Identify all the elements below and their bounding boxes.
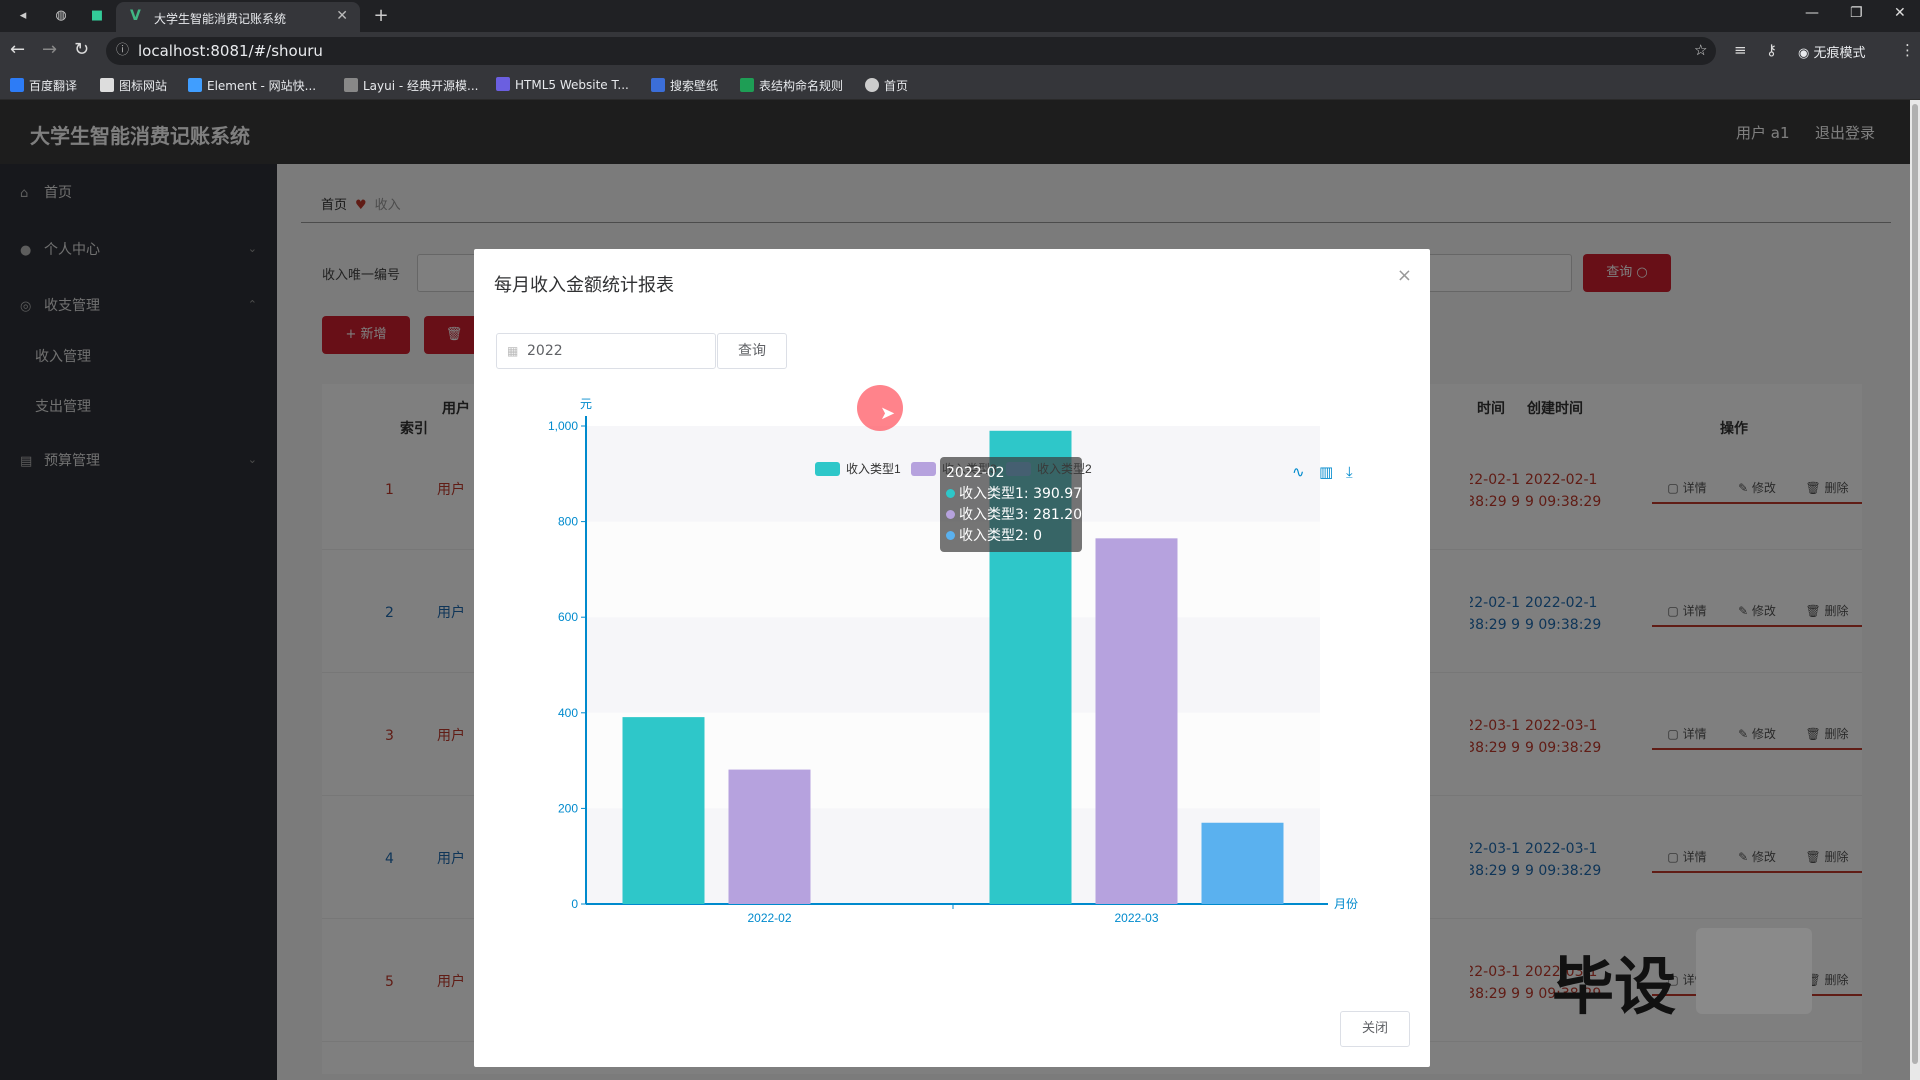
bookmark-item[interactable]: 搜索壁纸 (651, 77, 718, 94)
bar (728, 769, 811, 904)
y-tick-label: 800 (558, 515, 578, 529)
legend-swatch (911, 462, 936, 476)
x-axis-label: 月份 (1334, 897, 1358, 911)
bookmark-item[interactable]: Layui - 经典开源模... (344, 77, 478, 94)
url-text: localhost:8081/#/shouru (138, 42, 323, 60)
bookmark-item[interactable]: 图标网站 (100, 77, 167, 94)
new-tab-icon[interactable]: + (373, 5, 389, 26)
bookmark-item[interactable]: 表结构命名规则 (740, 77, 843, 94)
bookmark-item[interactable]: 首页 (865, 77, 908, 94)
bookmark-label: 表结构命名规则 (759, 79, 844, 93)
year-value: 2022 (527, 343, 563, 359)
translate-icon (10, 78, 24, 92)
watermark-blur (1696, 928, 1812, 1014)
reload-icon[interactable]: ↻ (74, 39, 90, 60)
url-field[interactable]: ⓘ localhost:8081/#/shouru (106, 37, 1716, 65)
line-chart-icon[interactable]: ∿ (1292, 463, 1305, 481)
bar (622, 717, 705, 904)
x-tick-label: 2022-02 (747, 911, 791, 925)
globe-icon (865, 78, 879, 92)
sheet-icon (740, 78, 754, 92)
calendar-icon: ▦ (507, 344, 519, 358)
chart-tooltip: 2022-02 收入类型1: 390.97 收入类型3: 281.20 收入类型… (940, 457, 1082, 552)
bar (1201, 822, 1284, 904)
bar-chart-icon[interactable]: ▥ (1319, 463, 1333, 481)
incognito-indicator[interactable]: ◉ 无痕模式 (1798, 42, 1866, 61)
tooltip-text: 收入类型1: 390.97 (959, 486, 1083, 502)
back-icon[interactable]: ← (10, 39, 26, 60)
bookmark-label: HTML5 Website T... (515, 78, 629, 92)
media-icon[interactable]: ◂ (19, 8, 27, 23)
close-button[interactable]: 关闭 (1340, 1011, 1410, 1047)
forward-icon[interactable]: → (42, 39, 58, 60)
bar (1095, 538, 1178, 904)
bookmark-label: 百度翻译 (29, 79, 78, 93)
bookmark-label: Layui - 经典开源模... (363, 79, 479, 93)
dialog-title: 每月收入金额统计报表 (494, 275, 674, 296)
bookmark-label: 图标网站 (119, 79, 168, 93)
split-area (586, 808, 1320, 904)
download-icon[interactable]: ⤓ (1346, 463, 1353, 481)
sheet-tab-icon[interactable]: ■ (90, 8, 104, 23)
tooltip-header: 2022-02 (946, 465, 1005, 481)
split-area (586, 712, 1320, 809)
incognito-icon: ◉ (1798, 46, 1814, 61)
y-tick-label: 0 (571, 897, 578, 911)
watermark-text: 毕设 (1552, 950, 1677, 1023)
menu-dots-icon[interactable]: ⋮ (1900, 41, 1915, 59)
legend-swatch (815, 462, 840, 476)
close-tab-icon[interactable]: ✕ (336, 8, 348, 24)
site-info-icon[interactable]: ⓘ (116, 43, 130, 58)
bookmark-label: 搜索壁纸 (670, 79, 719, 93)
window-close-icon[interactable]: ✕ (1894, 5, 1906, 21)
tooltip-line: 收入类型3: 281.20 (946, 505, 1082, 526)
legend-dot (946, 510, 955, 519)
bookmark-item[interactable]: Element - 网站快... (188, 77, 316, 94)
element-icon (188, 78, 202, 92)
tooltip-text: 收入类型2: 0 (959, 528, 1042, 544)
click-highlight (857, 385, 903, 431)
vue-logo-icon: V (130, 8, 141, 24)
close-icon[interactable]: × (1396, 265, 1412, 286)
bookmarks-bar: 百度翻译 图标网站 Element - 网站快... Layui - 经典开源模… (0, 70, 1920, 100)
globe-icon[interactable]: ◍ (55, 8, 67, 23)
year-picker[interactable]: ▦ 2022 (496, 333, 716, 369)
restore-icon[interactable]: ❐ (1850, 5, 1863, 21)
tooltip-text: 收入类型3: 281.20 (959, 507, 1083, 523)
minimize-icon[interactable]: — (1805, 5, 1819, 21)
tab-title: 大学生智能消费记账系统 (154, 12, 287, 26)
key-icon[interactable]: ⚷ (1766, 41, 1777, 59)
bookmark-item[interactable]: HTML5 Website T... (496, 77, 629, 92)
incognito-label: 无痕模式 (1813, 46, 1866, 61)
y-tick-label: 200 (558, 801, 578, 815)
split-area (586, 617, 1320, 713)
tooltip-line: 收入类型1: 390.97 (946, 484, 1082, 505)
tooltip-line: 收入类型2: 0 (946, 526, 1076, 547)
legend-label: 收入类型1 (846, 462, 901, 476)
browser-tab-active[interactable]: V 大学生智能消费记账系统 ✕ (116, 2, 360, 32)
address-bar: ← → ↻ ⓘ localhost:8081/#/shouru ☆ ≡ ⚷ ⋮ (0, 32, 1920, 70)
x-tick-label: 2022-03 (1114, 911, 1158, 925)
wallpaper-icon (651, 78, 665, 92)
browser-tab-bar: ◂ ◍ ■ V 大学生智能消费记账系统 ✕ + — ❐ ✕ (0, 0, 1920, 32)
legend-dot (946, 489, 955, 498)
mouse-cursor-icon: ➤ (880, 403, 896, 424)
y-tick-label: 600 (558, 610, 578, 624)
income-report-dialog: 每月收入金额统计报表 × ▦ 2022 查询 0 200 400 600 800 1,000… (474, 249, 1430, 1067)
bookmark-label: 首页 (884, 79, 909, 93)
y-tick-label: 400 (558, 706, 578, 720)
flag-icon (100, 78, 114, 92)
y-axis-label: 元 (580, 397, 592, 411)
legend-dot (946, 531, 955, 540)
bookmark-star-icon[interactable]: ☆ (1694, 41, 1708, 59)
scrollbar-thumb[interactable] (1912, 104, 1918, 1064)
query-button[interactable]: 查询 (717, 333, 787, 369)
html5-icon (496, 77, 510, 91)
y-tick-label: 1,000 (548, 419, 578, 433)
bookmark-label: Element - 网站快... (207, 79, 317, 93)
page-scrollbar[interactable] (1910, 100, 1920, 1080)
layui-icon (344, 78, 358, 92)
bookmark-item[interactable]: 百度翻译 (10, 77, 77, 94)
reading-list-icon[interactable]: ≡ (1734, 41, 1747, 59)
